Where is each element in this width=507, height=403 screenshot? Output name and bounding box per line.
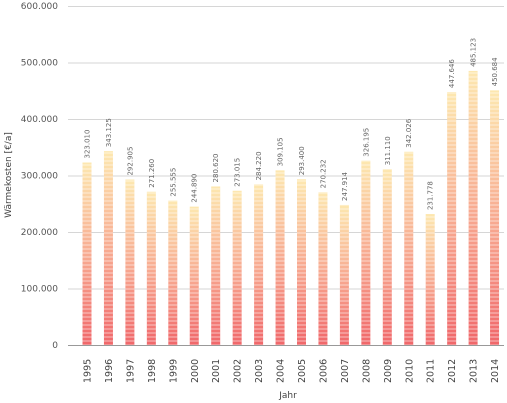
y-axis-label: Wärmekosten [€/a] bbox=[4, 132, 14, 218]
bars bbox=[82, 70, 500, 345]
x-tick-label: 2000 bbox=[190, 359, 201, 383]
x-tick-label: 1996 bbox=[104, 359, 115, 383]
bar-texture bbox=[125, 179, 135, 345]
x-tick-label: 1999 bbox=[168, 359, 179, 383]
y-tick-label: 300.000 bbox=[21, 172, 58, 182]
data-label: 284.220 bbox=[255, 151, 263, 180]
x-axis-ticks: 1995 1996 1997 1998 1999 2000 2001 2002 2003 2004… bbox=[83, 359, 502, 383]
x-tick-label: 2004 bbox=[276, 359, 287, 383]
bar-texture bbox=[146, 191, 156, 345]
y-tick-label: 400.000 bbox=[21, 115, 58, 125]
bar-texture bbox=[404, 151, 414, 345]
data-label: 280.620 bbox=[212, 153, 220, 182]
x-tick-label: 2009 bbox=[383, 359, 394, 383]
bar-texture bbox=[82, 162, 92, 345]
data-label: 323.010 bbox=[84, 130, 92, 159]
data-label: 342.026 bbox=[405, 118, 413, 147]
bar-texture bbox=[447, 92, 457, 345]
bar-texture bbox=[382, 169, 392, 345]
x-tick-label: 1998 bbox=[147, 359, 158, 383]
data-label: 309.105 bbox=[277, 137, 285, 166]
bar-texture bbox=[425, 214, 435, 345]
x-tick-label: 2001 bbox=[211, 359, 222, 383]
x-tick-label: 2014 bbox=[490, 359, 501, 383]
x-tick-label: 2013 bbox=[469, 359, 480, 383]
bar-texture bbox=[168, 200, 178, 345]
x-tick-label: 2007 bbox=[340, 359, 351, 383]
data-label: 326.195 bbox=[362, 128, 370, 157]
bar-texture bbox=[211, 186, 221, 345]
data-label: 244.890 bbox=[191, 174, 199, 203]
x-tick-label: 1997 bbox=[125, 359, 136, 383]
y-tick-label: 0 bbox=[52, 341, 58, 351]
x-tick-label: 2010 bbox=[404, 359, 415, 383]
bar-texture bbox=[232, 190, 242, 345]
x-tick-label: 2003 bbox=[254, 359, 265, 383]
bar-texture bbox=[275, 170, 285, 345]
data-label: 311.110 bbox=[384, 136, 392, 165]
data-labels: 323.010 343.125 292.905 271.260 255.555 244.8… bbox=[84, 38, 500, 210]
data-label: 343.125 bbox=[105, 118, 113, 147]
x-axis-label: Jahr bbox=[278, 391, 297, 401]
x-tick-label: 2005 bbox=[297, 359, 308, 383]
x-tick-label: 2002 bbox=[233, 359, 244, 383]
data-label: 247.914 bbox=[341, 171, 349, 200]
bar-texture bbox=[103, 151, 113, 345]
bar-texture bbox=[254, 184, 264, 345]
y-tick-label: 100.000 bbox=[21, 285, 58, 295]
data-label: 271.260 bbox=[148, 159, 156, 188]
data-label: 450.684 bbox=[491, 57, 499, 86]
y-tick-label: 500.000 bbox=[21, 59, 58, 69]
bar-texture bbox=[361, 160, 371, 345]
data-label: 270.232 bbox=[319, 159, 327, 188]
bar-texture bbox=[297, 179, 306, 345]
x-tick-label: 2008 bbox=[361, 359, 372, 383]
x-tick-label: 2006 bbox=[318, 359, 329, 383]
y-axis-ticks: 0 100.000 200.000 300.000 400.000 500.000 600.… bbox=[21, 2, 58, 351]
data-label: 255.555 bbox=[169, 168, 177, 197]
data-label: 292.905 bbox=[126, 147, 134, 176]
x-tick-label: 1995 bbox=[83, 359, 94, 383]
data-label: 293.400 bbox=[298, 146, 306, 175]
bar-texture bbox=[318, 192, 328, 345]
y-tick-label: 200.000 bbox=[21, 228, 58, 238]
bar-texture bbox=[339, 204, 349, 345]
data-label: 485.123 bbox=[470, 38, 478, 67]
bar-texture bbox=[189, 206, 199, 345]
bar-texture bbox=[468, 70, 478, 345]
bar-texture bbox=[490, 90, 500, 345]
x-tick-label: 2012 bbox=[447, 359, 458, 383]
y-tick-label: 600.000 bbox=[21, 2, 58, 12]
data-label: 231.778 bbox=[427, 181, 435, 210]
data-label: 447.646 bbox=[448, 59, 456, 88]
x-tick-label: 2011 bbox=[426, 359, 437, 383]
data-label: 273.015 bbox=[234, 158, 242, 187]
